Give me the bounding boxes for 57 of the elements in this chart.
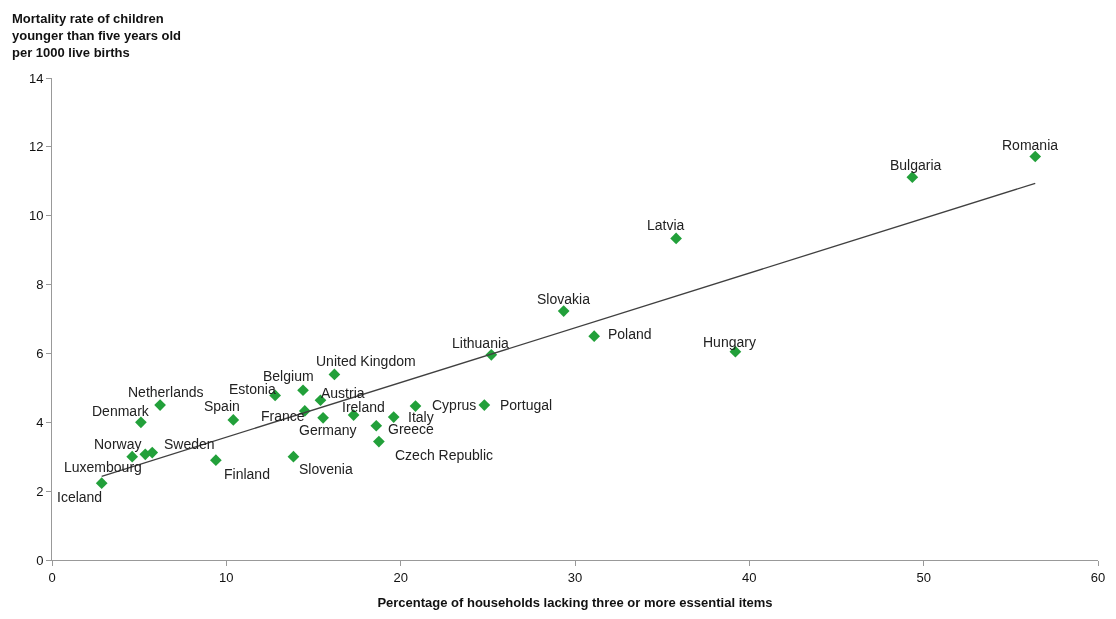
annotation: United Kingdom: [316, 353, 416, 369]
x-tick-label: 0: [48, 569, 56, 585]
annotation: Slovenia: [299, 461, 353, 477]
annotation: Slovakia: [537, 291, 591, 307]
point: [227, 414, 240, 426]
x-tick-label: 60: [1090, 569, 1106, 585]
point: [328, 368, 341, 381]
annotation: Lithuania: [452, 335, 510, 351]
annotation: Austria: [321, 385, 365, 401]
y-tick-label: 4: [36, 414, 44, 430]
annotation: Denmark: [92, 403, 150, 419]
point: [478, 399, 491, 411]
annotation: Romania: [1002, 137, 1059, 153]
point: [135, 416, 147, 429]
point: [557, 305, 570, 317]
annotation: Poland: [608, 326, 652, 342]
annotation: Finland: [224, 466, 270, 482]
x-tick-label: 40: [742, 569, 757, 585]
x-tick-label: 50: [916, 569, 931, 585]
y-axis-title: Mortality rate of children younger than five years old per 1000 live births: [12, 11, 182, 60]
point: [287, 450, 300, 463]
point: [95, 477, 108, 490]
annotation: Norway: [94, 436, 142, 452]
point: [1029, 150, 1042, 163]
annotation: Belgium: [263, 368, 314, 384]
annotation: Germany: [299, 422, 357, 438]
annotation: Ireland: [342, 399, 385, 415]
y-tick-label: 0: [36, 552, 44, 568]
x-tick-label: 10: [219, 569, 234, 585]
annotation: Estonia: [229, 381, 276, 397]
y-tick-label: 6: [36, 345, 44, 361]
point: [387, 411, 400, 423]
annotation: Spain: [204, 398, 240, 414]
y-tick-label: 10: [28, 208, 44, 224]
point: [373, 435, 385, 448]
point: [210, 454, 222, 467]
x-tick-label: 30: [567, 569, 583, 585]
annotation: Czech Republic: [395, 447, 494, 463]
point: [370, 419, 383, 432]
y-tick-label: 12: [28, 139, 44, 155]
annotation: Cyprus: [432, 397, 477, 413]
annotation: Netherlands: [128, 384, 204, 400]
y-tick-label: 2: [36, 483, 44, 499]
annotation: Portugal: [500, 397, 553, 413]
point: [317, 411, 329, 424]
point: [297, 384, 309, 397]
annotation: Hungary: [703, 334, 756, 350]
annotation: Bulgaria: [890, 157, 942, 173]
point: [409, 400, 422, 412]
y-tick-label: 14: [28, 70, 44, 86]
y-tick-label: 8: [36, 277, 44, 293]
point: [588, 330, 601, 343]
x-axis-title: Percentage of households lacking three or more essential items: [377, 595, 773, 611]
annotation: Iceland: [57, 489, 103, 505]
annotation: Latvia: [647, 217, 685, 233]
point: [670, 232, 682, 245]
x-tick-label: 20: [393, 569, 408, 585]
